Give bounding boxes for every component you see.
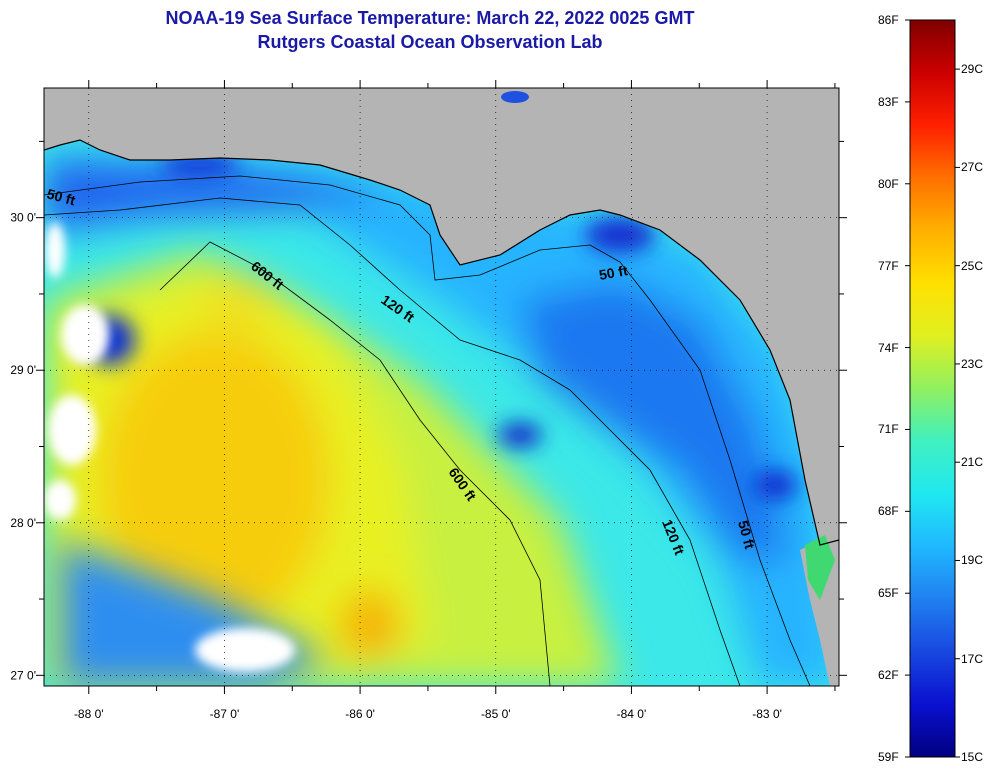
- map-frame: [43, 87, 840, 687]
- latitude-tick-label: 28 0': [10, 516, 36, 530]
- coastline: [44, 139, 839, 546]
- colorbar-c-label: 29C: [961, 62, 984, 77]
- colorbar-f-label: 77F: [878, 258, 899, 273]
- colorbar-f-label: 80F: [878, 176, 899, 191]
- longitude-tick-label: -88 0': [74, 707, 104, 721]
- colorbar-f-label: 71F: [878, 422, 899, 437]
- latitude-tick-label: 27 0': [10, 668, 36, 682]
- latitude-labels: 30 0' 29 0' 28 0' 27 0': [10, 211, 36, 683]
- colorbar-c-label: 27C: [961, 160, 984, 175]
- longitude-tick-label: -85 0': [481, 707, 511, 721]
- contour-50ft: [44, 175, 811, 686]
- longitude-tick-label: -87 0': [210, 707, 240, 721]
- colorbar-f-label: 65F: [878, 586, 899, 601]
- longitude-tick-label: -83 0': [752, 707, 782, 721]
- axis-ticks: [36, 80, 847, 694]
- contour-120ft: [44, 197, 741, 686]
- bay-patch: [805, 535, 835, 600]
- map-title: NOAA-19 Sea Surface Temperature: March 2…: [0, 6, 860, 54]
- colorbar-f-label: 86F: [878, 13, 899, 27]
- title-line-2: Rutgers Coastal Ocean Observation Lab: [257, 32, 603, 52]
- colorbar-f-label: 68F: [878, 504, 899, 519]
- colorbar: [909, 19, 956, 758]
- colorbar-c-label: 17C: [961, 651, 984, 666]
- colorbar-c-label: 21C: [961, 455, 984, 470]
- contour-label-50ft-west: 50 ft: [45, 185, 77, 208]
- cloud-areas: [44, 222, 295, 672]
- latitude-tick-label: 30 0': [10, 211, 36, 225]
- colorbar-c-label: 25C: [961, 258, 984, 273]
- map-image: 50 ft 600 ft 120 ft 50 ft 600 ft 120 ft …: [44, 88, 839, 686]
- contour-600ft: [159, 241, 551, 686]
- colorbar-f-label: 59F: [878, 750, 899, 764]
- contour-label-50ft-north: 50 ft: [598, 262, 629, 283]
- land: [44, 88, 839, 545]
- colorbar-ticks: [905, 19, 960, 758]
- latitude-tick-label: 29 0': [10, 363, 36, 377]
- title-line-1: NOAA-19 Sea Surface Temperature: March 2…: [165, 8, 695, 28]
- longitude-tick-label: -86 0': [345, 707, 375, 721]
- graticule: [44, 88, 839, 686]
- longitude-labels: -88 0' -87 0' -86 0' -85 0' -84 0' -83 0': [74, 707, 782, 721]
- colorbar-c-label: 19C: [961, 553, 984, 568]
- inland-water: [501, 91, 529, 103]
- colorbar-f-label: 83F: [878, 94, 899, 109]
- contour-label-50ft-south: 50 ft: [735, 519, 758, 551]
- cold-patches: [85, 153, 797, 500]
- colorbar-c-label: 15C: [961, 750, 984, 764]
- colorbar-f-label: 74F: [878, 340, 899, 355]
- colorbar-c-label: 23C: [961, 356, 984, 371]
- colorbar-f-label: 62F: [878, 668, 899, 683]
- longitude-tick-label: -84 0': [617, 707, 647, 721]
